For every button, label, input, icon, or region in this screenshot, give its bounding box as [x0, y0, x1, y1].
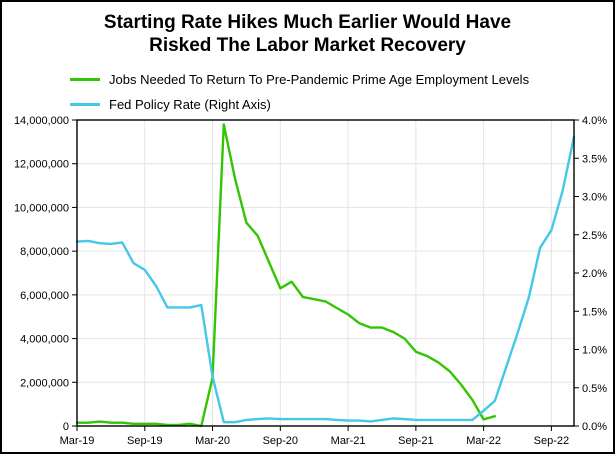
x-axis-tick-label: Mar-21 [331, 435, 366, 447]
plot-border [76, 119, 575, 427]
right-axis-tick-label: 1.0% [582, 345, 607, 357]
legend-swatch-jobs [70, 78, 100, 81]
chart-legend: Jobs Needed To Return To Pre-Pandemic Pr… [70, 67, 613, 117]
x-axis-tick-label: Sep-19 [127, 435, 162, 447]
left-axis-tick-label: 12,000,000 [14, 159, 69, 171]
right-axis-tick-label: 4.0% [582, 115, 607, 127]
left-axis-tick-label: 4,000,000 [20, 334, 69, 346]
series-line-jobs [75, 123, 497, 428]
left-axis-tick-label: 2,000,000 [20, 377, 69, 389]
x-axis-tick-label: Mar-20 [195, 435, 230, 447]
right-axis-tick-label: 0.0% [582, 421, 607, 433]
chart-title: Starting Rate Hikes Much Earlier Would H… [2, 11, 613, 57]
right-axis-tick-label: 0.5% [582, 383, 607, 395]
legend-item-fed-rate: Fed Policy Rate (Right Axis) [70, 92, 613, 117]
x-axis-tick-label: Sep-22 [534, 435, 569, 447]
legend-label-jobs: Jobs Needed To Return To Pre-Pandemic Pr… [109, 72, 530, 87]
left-axis-tick-label: 0 [63, 421, 69, 433]
left-axis-tick-label: 6,000,000 [20, 290, 69, 302]
right-axis-tick-label: 1.5% [582, 306, 607, 318]
right-axis-tick-label: 2.5% [582, 230, 607, 242]
x-axis-tick-label: Sep-21 [398, 435, 433, 447]
right-axis-tick-label: 3.0% [582, 192, 607, 204]
legend-label-fed-rate: Fed Policy Rate (Right Axis) [109, 97, 271, 112]
right-axis-tick-label: 3.5% [582, 153, 607, 165]
legend-swatch-fed-rate [70, 103, 100, 106]
left-axis-tick-label: 14,000,000 [14, 115, 69, 127]
x-axis-tick-label: Mar-19 [60, 435, 95, 447]
x-axis-tick-label: Mar-22 [466, 435, 501, 447]
chart-title-line2: Risked The Labor Market Recovery [149, 35, 466, 56]
legend-item-jobs: Jobs Needed To Return To Pre-Pandemic Pr… [70, 67, 613, 92]
left-axis-tick-label: 8,000,000 [20, 246, 69, 258]
chart-title-line1: Starting Rate Hikes Much Earlier Would H… [103, 12, 512, 33]
right-axis-tick-label: 2.0% [582, 268, 607, 280]
left-axis-tick-label: 10,000,000 [14, 202, 69, 214]
series-line-fed-rate [75, 135, 576, 424]
x-axis-tick-label: Sep-20 [263, 435, 298, 447]
